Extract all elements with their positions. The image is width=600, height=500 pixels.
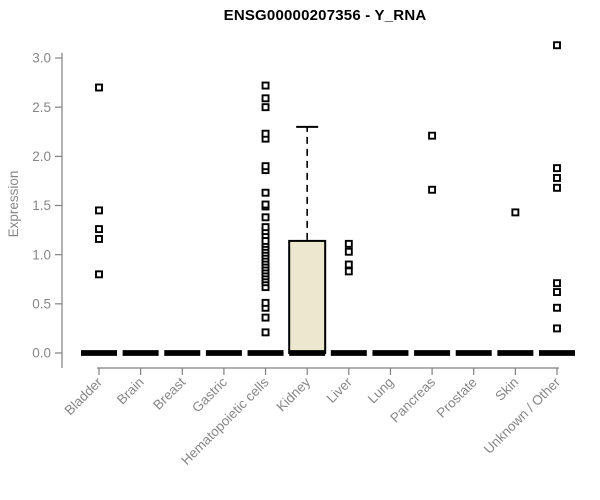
outlier-marker	[261, 223, 270, 232]
y-tick-label: 2.0	[32, 149, 51, 164]
x-tick-label: Gastric	[189, 374, 230, 415]
outlier-marker	[261, 313, 270, 322]
y-tick-label: 0.0	[32, 346, 51, 361]
y-tick-label: 3.0	[32, 51, 51, 66]
x-tick-label: Breast	[150, 374, 188, 412]
x-tick-label: Bladder	[62, 374, 106, 418]
outlier-marker	[553, 164, 561, 173]
outlier-marker	[261, 328, 270, 337]
y-tick-label: 1.0	[32, 247, 51, 262]
outlier-marker	[261, 129, 270, 138]
outlier-marker	[344, 267, 353, 276]
y-tick-label: 2.5	[32, 100, 51, 115]
outlier-marker	[344, 239, 353, 248]
outlier-marker	[261, 298, 270, 307]
outlier-marker	[553, 41, 561, 50]
x-tick-label: Kidney	[274, 374, 314, 414]
outlier-marker	[553, 324, 561, 333]
outlier-marker	[261, 162, 270, 171]
outlier-marker	[261, 94, 270, 103]
x-tick-label: Skin	[492, 375, 521, 404]
outlier-marker	[428, 185, 437, 194]
outlier-marker	[553, 174, 561, 182]
outlier-marker	[95, 83, 103, 92]
outlier-marker	[95, 225, 103, 234]
outlier-marker	[261, 213, 270, 222]
outlier-marker	[261, 188, 270, 197]
outlier-marker	[95, 270, 103, 279]
outlier-marker	[428, 131, 437, 140]
outlier-marker	[344, 260, 353, 269]
outlier-marker	[553, 279, 561, 288]
x-tick-label: Pancreas	[387, 374, 438, 425]
x-tick-label: Brain	[114, 375, 147, 408]
outlier-marker	[261, 103, 270, 112]
outlier-marker	[261, 81, 270, 90]
y-tick-label: 0.5	[32, 297, 51, 312]
outlier-marker	[344, 247, 353, 256]
x-tick-label: Prostate	[434, 375, 480, 421]
outlier-marker	[553, 288, 561, 296]
outlier-marker	[95, 234, 103, 243]
outlier-marker	[553, 183, 561, 192]
outlier-marker	[95, 206, 103, 215]
x-tick-label: Lung	[365, 375, 397, 407]
box	[288, 239, 327, 354]
chart-title: ENSG00000207356 - Y_RNA	[223, 7, 427, 24]
x-tick-label: Unknown / Other	[481, 374, 564, 457]
outlier-marker	[511, 208, 520, 217]
y-tick-label: 1.5	[32, 198, 51, 213]
outlier-marker	[261, 200, 270, 209]
outlier-marker	[553, 303, 561, 312]
x-tick-label: Liver	[324, 374, 356, 406]
